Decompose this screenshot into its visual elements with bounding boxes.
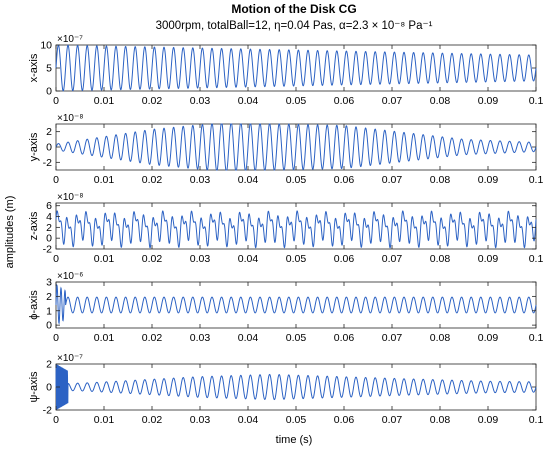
y-tick-label: -2: [43, 405, 52, 417]
panel-4: 0 1 2 3 0 0.01 0.02 0.03 0.04 0.05 0.06 0.07 0.08 0.0…: [28, 271, 543, 344]
x-tick-label: 0.03: [190, 174, 211, 186]
x-tick-label: 0.02: [142, 332, 163, 344]
x-tick-label: 0.1: [529, 174, 544, 186]
y-tick-label: 0: [46, 320, 52, 332]
x-tick-label: 0.08: [430, 332, 451, 344]
x-tick-label: 0.05: [286, 174, 307, 186]
chart-title: Motion of the Disk CG: [231, 2, 356, 16]
series-line: [55, 364, 537, 410]
x-tick-label: 0.04: [238, 332, 259, 344]
y-tick-label: -2: [43, 157, 52, 169]
x-tick-label: 0.1: [529, 95, 544, 107]
x-tick-label: 0.06: [334, 332, 355, 344]
series-line: [55, 123, 537, 171]
x-tick-label: 0.03: [190, 332, 211, 344]
x-tick-label: 0.01: [94, 253, 115, 265]
y-tick-label: 0: [46, 86, 52, 98]
y-tick-label: 2: [46, 359, 52, 371]
panel-ylabel: ψ-axis: [28, 371, 40, 403]
x-tick-label: 0.08: [430, 95, 451, 107]
exponent-label: ×10⁻⁸: [57, 113, 83, 124]
x-tick-label: 0.02: [142, 414, 163, 426]
x-tick-label: 0.09: [478, 414, 499, 426]
series-line: [55, 44, 537, 92]
x-tick-label: 0.07: [382, 95, 403, 107]
x-tick-label: 0.03: [190, 95, 211, 107]
x-tick-label: 0.1: [529, 414, 544, 426]
y-tick-label: 2: [46, 291, 52, 303]
x-tick-label: 0.05: [286, 253, 307, 265]
exponent-label: ×10⁻⁷: [57, 353, 83, 364]
x-tick-label: 0.01: [94, 95, 115, 107]
panel-ylabel: y-axis: [28, 132, 40, 161]
x-tick-label: 0.07: [382, 253, 403, 265]
x-tick-label: 0.07: [382, 414, 403, 426]
exponent-label: ×10⁻⁸: [57, 192, 83, 203]
y-tick-label: 5: [46, 63, 52, 75]
y-tick-label: 1: [46, 305, 52, 317]
x-tick-label: 0.03: [190, 414, 211, 426]
x-axis-label: time (s): [276, 434, 313, 446]
y-tick-label: 6: [46, 200, 52, 212]
series-line: [55, 210, 537, 249]
x-tick-label: 0.05: [286, 414, 307, 426]
exponent-label: ×10⁻⁷: [57, 34, 83, 45]
x-tick-label: 0.02: [142, 253, 163, 265]
y-tick-label: 0: [46, 382, 52, 394]
x-tick-label: 0: [53, 174, 59, 186]
series-line: [55, 283, 537, 325]
x-tick-label: 0.05: [286, 95, 307, 107]
x-tick-label: 0.06: [334, 95, 355, 107]
x-tick-label: 0.06: [334, 253, 355, 265]
x-tick-label: 0.09: [478, 174, 499, 186]
y-tick-label: 2: [46, 126, 52, 138]
y-tick-label: 0: [46, 142, 52, 154]
x-tick-label: 0.02: [142, 95, 163, 107]
x-tick-label: 0.08: [430, 414, 451, 426]
x-tick-label: 0.04: [238, 253, 259, 265]
chart-subtitle: 3000rpm, totalBall=12, η=0.04 Pas, α=2.3…: [156, 20, 433, 32]
x-tick-label: 0.08: [430, 174, 451, 186]
y-tick-label: 3: [46, 277, 52, 289]
x-tick-label: 0.01: [94, 414, 115, 426]
panel-ylabel: x-axis: [28, 53, 40, 82]
x-tick-label: 0.1: [529, 332, 544, 344]
x-tick-label: 0.07: [382, 174, 403, 186]
x-tick-label: 0.04: [238, 95, 259, 107]
panel-ylabel: ϕ-axis: [28, 290, 40, 320]
x-tick-label: 0: [53, 253, 59, 265]
x-tick-label: 0.07: [382, 332, 403, 344]
y-tick-label: 2: [46, 222, 52, 234]
x-tick-label: 0.08: [430, 253, 451, 265]
x-tick-label: 0: [53, 414, 59, 426]
x-tick-label: 0.05: [286, 332, 307, 344]
x-tick-label: 0.06: [334, 174, 355, 186]
shared-ylabel: amplitudes (m): [4, 196, 16, 269]
panel-ylabel: z-axis: [28, 211, 40, 240]
y-tick-label: 4: [46, 211, 52, 223]
x-tick-label: 0.02: [142, 174, 163, 186]
x-tick-label: 0.09: [478, 253, 499, 265]
y-tick-label: -2: [43, 244, 52, 256]
panel-1: 0 5 10 0 0.01 0.02 0.03 0.04 0.05 0.06 0.07 0.08 0.0…: [28, 34, 543, 107]
exponent-label: ×10⁻⁶: [57, 271, 83, 282]
x-tick-label: 0.01: [94, 174, 115, 186]
x-tick-label: 0.1: [529, 253, 544, 265]
x-tick-label: 0.09: [478, 95, 499, 107]
y-tick-label: 10: [40, 40, 52, 52]
x-tick-label: 0.09: [478, 332, 499, 344]
x-tick-label: 0.06: [334, 414, 355, 426]
x-tick-label: 0.01: [94, 332, 115, 344]
x-tick-label: 0: [53, 332, 59, 344]
x-tick-label: 0.04: [238, 174, 259, 186]
y-tick-label: 0: [46, 233, 52, 245]
x-tick-label: 0.03: [190, 253, 211, 265]
x-tick-label: 0: [53, 95, 59, 107]
x-tick-label: 0.04: [238, 414, 259, 426]
